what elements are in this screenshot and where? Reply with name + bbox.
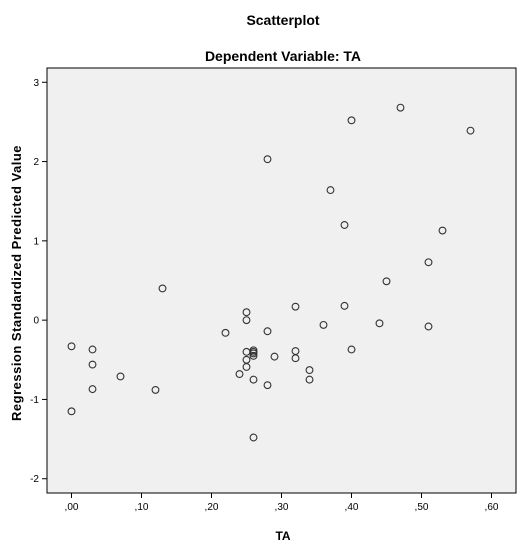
data-point	[249, 433, 258, 442]
data-point	[235, 370, 244, 379]
data-point	[67, 342, 76, 351]
chart-title: Scatterplot	[246, 12, 319, 28]
data-point	[242, 308, 251, 317]
data-point	[242, 362, 251, 371]
data-point	[291, 302, 300, 311]
data-point	[263, 155, 272, 164]
y-tick-label: -1	[30, 395, 39, 406]
data-point	[466, 126, 475, 135]
data-point	[116, 372, 125, 381]
y-axis-title: Regression Standardized Predicted Value	[9, 145, 24, 421]
data-point	[375, 319, 384, 328]
data-point	[347, 116, 356, 125]
data-point	[88, 385, 97, 394]
x-axis-title: TA	[275, 529, 290, 543]
data-point	[263, 327, 272, 336]
y-tick-label: 0	[33, 316, 39, 327]
data-point	[340, 221, 349, 229]
y-tick-label: 1	[33, 236, 39, 247]
y-tick-label: -2	[30, 474, 39, 485]
data-point	[396, 103, 405, 112]
data-point	[249, 375, 258, 384]
data-point	[151, 385, 160, 394]
x-tick-label: ,60	[485, 502, 499, 513]
data-point	[270, 352, 279, 361]
data-point	[221, 328, 230, 337]
x-tick-label: ,00	[65, 502, 79, 513]
plot-area	[46, 67, 517, 494]
x-tick-label: ,10	[135, 502, 149, 513]
data-point	[305, 366, 314, 375]
data-point	[88, 345, 97, 354]
data-point	[249, 351, 258, 360]
data-point	[347, 345, 356, 354]
data-point	[242, 316, 251, 325]
x-tick-label: ,50	[415, 502, 429, 513]
data-point	[88, 360, 97, 369]
data-point	[158, 284, 167, 293]
axis-ticks: ,00 ,10 ,20 ,30 ,40 ,50 ,60 -2 -1 0 1 2 3	[30, 78, 499, 513]
data-points	[67, 103, 475, 442]
y-tick-label: 2	[33, 157, 39, 168]
x-tick-label: ,20	[205, 502, 219, 513]
data-point	[305, 375, 314, 384]
data-point	[340, 301, 349, 310]
data-point	[382, 277, 391, 286]
x-tick-label: ,30	[275, 502, 289, 513]
data-point	[424, 258, 433, 267]
data-point	[438, 226, 447, 235]
chart-subtitle: Dependent Variable: TA	[205, 48, 361, 64]
data-point	[291, 354, 300, 363]
data-point	[319, 320, 328, 329]
data-point	[326, 186, 335, 195]
data-point	[263, 381, 272, 390]
y-tick-label: 3	[33, 78, 39, 89]
x-tick-label: ,40	[345, 502, 359, 513]
data-point	[424, 322, 433, 331]
data-point	[67, 407, 76, 416]
data-point	[249, 349, 258, 358]
